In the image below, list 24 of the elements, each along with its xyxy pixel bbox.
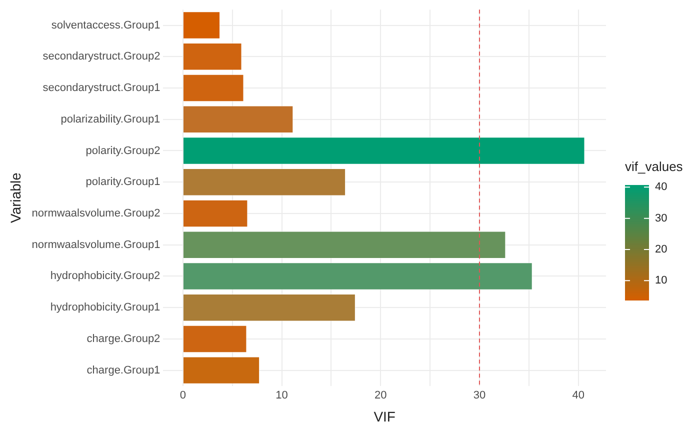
- x-tick-label: 0: [180, 390, 186, 402]
- x-tick-label: 10: [276, 390, 288, 402]
- y-tick-label: hydrophobicity.Group1: [50, 302, 160, 314]
- y-tick-label: polarizability.Group1: [60, 113, 160, 126]
- color-bar-title: vif_values: [625, 159, 684, 174]
- y-axis-title: Variable: [7, 172, 24, 223]
- color-bar-label: 10: [655, 274, 668, 287]
- y-tick-label: polarity.Group2: [86, 144, 160, 157]
- y-tick-label: charge.Group2: [86, 332, 160, 345]
- x-tick-label: 20: [374, 390, 387, 402]
- y-tick-label: polarity.Group1: [86, 176, 160, 188]
- y-tick-label: normwaalsvolume.Group1: [32, 238, 160, 251]
- color-bar-label: 30: [655, 212, 668, 224]
- y-tick-label: secondarystruct.Group2: [42, 50, 160, 63]
- y-tick-label: solventaccess.Group1: [51, 19, 160, 32]
- x-axis-title: VIF: [374, 408, 396, 424]
- y-tick-label: normwaalsvolume.Group2: [32, 208, 160, 220]
- y-tick-label: charge.Group1: [86, 364, 160, 376]
- color-bar-label: 20: [655, 244, 668, 256]
- y-tick-label: secondarystruct.Group1: [42, 82, 160, 94]
- color-bar-label: 40: [655, 181, 668, 194]
- x-tick-label: 40: [572, 390, 584, 402]
- x-tick-label: 30: [473, 390, 486, 402]
- y-tick-label: hydrophobicity.Group2: [50, 270, 160, 282]
